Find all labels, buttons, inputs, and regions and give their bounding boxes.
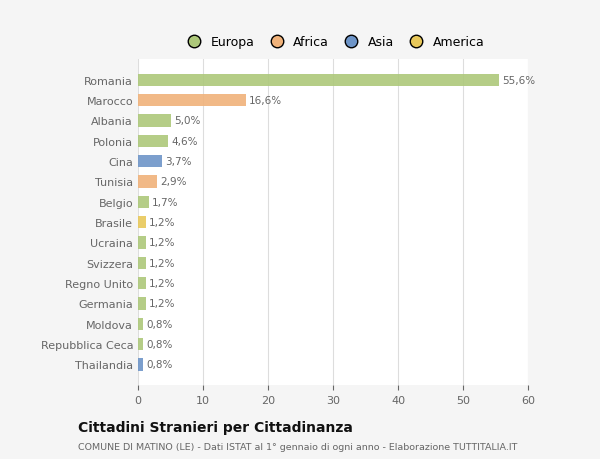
Text: 16,6%: 16,6% bbox=[249, 96, 282, 106]
Bar bbox=[138, 196, 149, 208]
Bar bbox=[138, 95, 246, 107]
Text: 3,7%: 3,7% bbox=[166, 157, 192, 167]
Bar bbox=[138, 217, 146, 229]
Bar bbox=[138, 237, 146, 249]
Bar bbox=[138, 277, 146, 290]
Text: 0,8%: 0,8% bbox=[146, 339, 173, 349]
Bar bbox=[138, 156, 162, 168]
Bar bbox=[138, 358, 143, 371]
Bar bbox=[138, 176, 157, 188]
Text: 1,2%: 1,2% bbox=[149, 258, 176, 268]
Text: 0,8%: 0,8% bbox=[146, 319, 173, 329]
Text: 0,8%: 0,8% bbox=[146, 360, 173, 369]
Bar bbox=[138, 318, 143, 330]
Bar bbox=[138, 338, 143, 351]
Bar bbox=[138, 135, 168, 147]
Text: 5,0%: 5,0% bbox=[174, 116, 200, 126]
Text: COMUNE DI MATINO (LE) - Dati ISTAT al 1° gennaio di ogni anno - Elaborazione TUT: COMUNE DI MATINO (LE) - Dati ISTAT al 1°… bbox=[78, 442, 517, 451]
Legend: Europa, Africa, Asia, America: Europa, Africa, Asia, America bbox=[179, 34, 487, 51]
Text: 1,2%: 1,2% bbox=[149, 238, 176, 248]
Text: 1,2%: 1,2% bbox=[149, 279, 176, 288]
Text: 55,6%: 55,6% bbox=[503, 76, 536, 85]
Text: 4,6%: 4,6% bbox=[171, 136, 197, 146]
Text: 1,2%: 1,2% bbox=[149, 218, 176, 228]
Bar bbox=[138, 298, 146, 310]
Bar bbox=[138, 74, 499, 87]
Bar bbox=[138, 257, 146, 269]
Text: 1,2%: 1,2% bbox=[149, 299, 176, 309]
Bar bbox=[138, 115, 170, 127]
Text: 2,9%: 2,9% bbox=[160, 177, 187, 187]
Text: Cittadini Stranieri per Cittadinanza: Cittadini Stranieri per Cittadinanza bbox=[78, 420, 353, 434]
Text: 1,7%: 1,7% bbox=[152, 197, 179, 207]
